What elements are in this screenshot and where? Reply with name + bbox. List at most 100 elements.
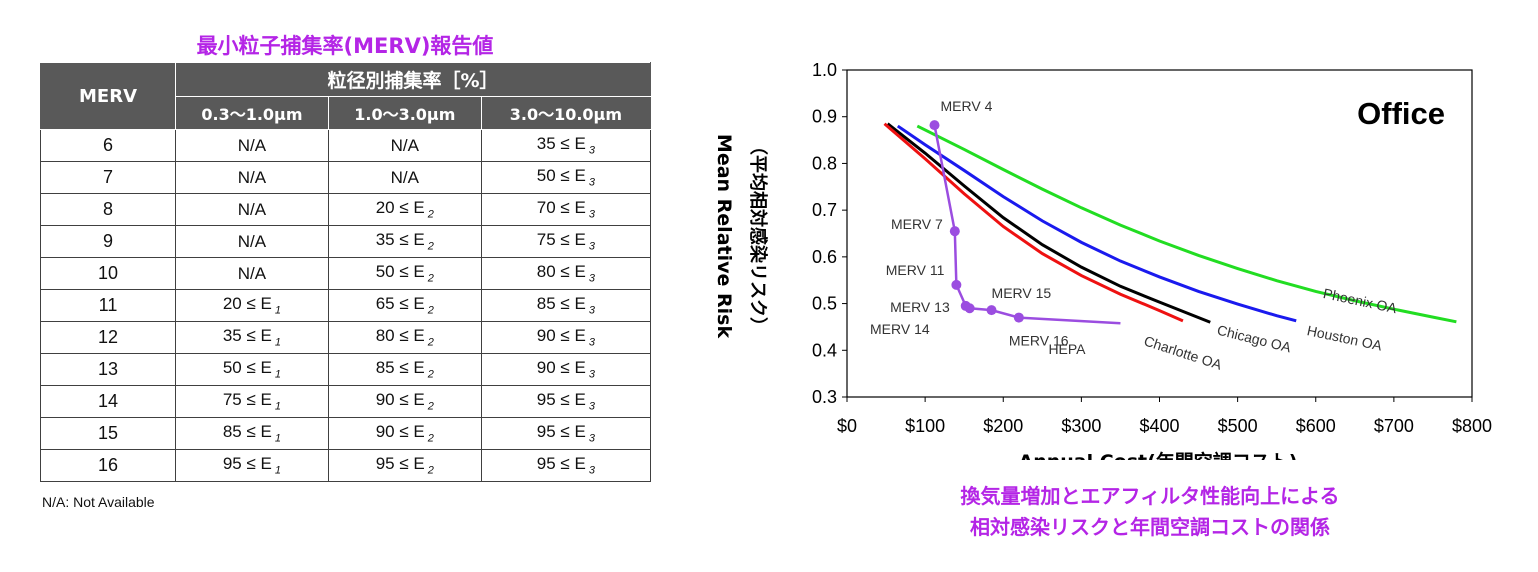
x-tick-label: $300 <box>1061 416 1101 436</box>
x-axis-label: Annual Cost(年間空調コスト) <box>1019 450 1298 460</box>
merv-value: 13 <box>40 353 176 386</box>
efficiency-cell-e2: 80 ≤ E 2 <box>327 321 482 354</box>
efficiency-cell-e2: 20 ≤ E 2 <box>327 193 482 226</box>
caption-line-1: 換気量増加とエアフィルタ性能向上による <box>960 484 1340 508</box>
efficiency-cell-e3: 90 ≤ E 3 <box>480 353 652 386</box>
y-axis-label-jp: （平均相対感染リスク） <box>747 137 769 335</box>
relative-risk-chart: 0.3 0.4 0.5 0.6 0.7 0.8 0.9 1.0 $0 $100 $200 $300 $4… <box>713 60 1492 460</box>
filter-point-label: MERV 14 <box>870 321 930 337</box>
merv-value: 16 <box>40 449 176 482</box>
series-line-charlotte-oa <box>883 122 1184 323</box>
efficiency-cell-e1: N/A <box>175 129 329 162</box>
y-tick-label: 0.7 <box>812 200 837 220</box>
merv-value: 12 <box>40 321 176 354</box>
table-row: 9 N/A 35 ≤ E 2 75 ≤ E 3 <box>40 225 652 258</box>
merv-value: 8 <box>40 193 176 226</box>
series-line-houston-oa <box>896 124 1297 323</box>
merv-value: 6 <box>40 129 176 162</box>
efficiency-cell-e2: 95 ≤ E 2 <box>327 449 482 482</box>
efficiency-cell-e3: 90 ≤ E 3 <box>480 321 652 354</box>
table-note: N/A: Not Available <box>42 494 155 510</box>
table-row: 14 75 ≤ E 1 90 ≤ E 2 95 ≤ E 3 <box>40 385 652 418</box>
filter-point <box>949 226 960 237</box>
efficiency-cell-e1: N/A <box>175 257 329 290</box>
series-label: Chicago OA <box>1216 322 1294 356</box>
y-tick-label: 1.0 <box>812 60 837 80</box>
efficiency-cell-e2: 65 ≤ E 2 <box>327 289 482 322</box>
filter-point <box>964 303 975 314</box>
efficiency-cell-e2: 35 ≤ E 2 <box>327 225 482 258</box>
size-header-e3: 3.0〜10.0μm <box>480 96 652 130</box>
table-row: 15 85 ≤ E 1 90 ≤ E 2 95 ≤ E 3 <box>40 417 652 450</box>
efficiency-cell-e3: 75 ≤ E 3 <box>480 225 652 258</box>
y-tick-label: 0.3 <box>812 387 837 407</box>
series-label: Charlotte OA <box>1142 332 1225 372</box>
table-row: 10 N/A 50 ≤ E 2 80 ≤ E 3 <box>40 257 652 290</box>
filter-point-label: MERV 4 <box>941 98 993 114</box>
x-tick-label: $400 <box>1139 416 1179 436</box>
efficiency-cell-e2: N/A <box>327 129 482 162</box>
filter-point-label: MERV 16 <box>1009 333 1069 349</box>
series-label: Houston OA <box>1306 322 1385 354</box>
efficiency-cell-e2: 90 ≤ E 2 <box>327 385 482 418</box>
efficiency-cell-e3: 85 ≤ E 3 <box>480 289 652 322</box>
efficiency-cell-e3: 70 ≤ E 3 <box>480 193 652 226</box>
series-line-chicago-oa <box>886 122 1211 324</box>
filter-point <box>951 279 962 290</box>
merv-table-body: 6 N/A N/A 35 ≤ E 3 7 N/A N/A 50 ≤ E 3 8 N/A 20 ≤ E… <box>40 129 652 482</box>
filter-point-label: MERV 15 <box>992 285 1052 301</box>
efficiency-cell-e1: 20 ≤ E 1 <box>175 289 329 322</box>
table-row: 16 95 ≤ E 1 95 ≤ E 2 95 ≤ E 3 <box>40 449 652 482</box>
merv-value: 9 <box>40 225 176 258</box>
filter-point <box>1013 312 1024 323</box>
efficiency-cell-e2: 90 ≤ E 2 <box>327 417 482 450</box>
filter-point <box>986 305 997 316</box>
y-tick-label: 0.6 <box>812 247 837 267</box>
efficiency-cell-e1: 95 ≤ E 1 <box>175 449 329 482</box>
table-row: 6 N/A N/A 35 ≤ E 3 <box>40 129 652 162</box>
efficiency-cell-e1: 50 ≤ E 1 <box>175 353 329 386</box>
merv-value: 10 <box>40 257 176 290</box>
efficiency-cell-e3: 80 ≤ E 3 <box>480 257 652 290</box>
merv-value: 15 <box>40 417 176 450</box>
x-tick-label: $0 <box>837 416 857 436</box>
y-tick-label: 0.8 <box>812 153 837 173</box>
size-header-e1: 0.3〜1.0μm <box>175 96 329 130</box>
y-axis-label: Mean Relative Risk <box>713 134 735 339</box>
table-row: 11 20 ≤ E 1 65 ≤ E 2 85 ≤ E 3 <box>40 289 652 322</box>
filter-point <box>929 120 940 131</box>
efficiency-cell-e1: 75 ≤ E 1 <box>175 385 329 418</box>
series-line-phoenix-oa <box>916 124 1457 324</box>
efficiency-cell-e2: 85 ≤ E 2 <box>327 353 482 386</box>
filter-point-label: MERV 11 <box>886 262 945 278</box>
y-tick-label: 0.5 <box>812 294 837 314</box>
efficiency-cell-e3: 35 ≤ E 3 <box>480 129 652 162</box>
efficiency-cell-e3: 95 ≤ E 3 <box>480 417 652 450</box>
efficiency-cell-e1: N/A <box>175 161 329 194</box>
table-row: 12 35 ≤ E 1 80 ≤ E 2 90 ≤ E 3 <box>40 321 652 354</box>
y-tick-label: 0.4 <box>812 340 837 360</box>
y-tick-label: 0.9 <box>812 107 837 127</box>
size-header-e2: 1.0〜3.0μm <box>327 96 482 130</box>
merv-value: 7 <box>40 161 176 194</box>
efficiency-cell-e1: 85 ≤ E 1 <box>175 417 329 450</box>
table-row: 13 50 ≤ E 1 85 ≤ E 2 90 ≤ E 3 <box>40 353 652 386</box>
chart-title: Office <box>1357 96 1445 131</box>
filter-point-label: MERV 13 <box>890 299 950 315</box>
merv-value: 14 <box>40 385 176 418</box>
efficiency-cell-e2: 50 ≤ E 2 <box>327 257 482 290</box>
x-tick-label: $500 <box>1218 416 1258 436</box>
caption-line-2: 相対感染リスクと年間空調コストの関係 <box>970 515 1330 539</box>
merv-column-header: MERV <box>40 62 176 130</box>
efficiency-cell-e3: 95 ≤ E 3 <box>480 385 652 418</box>
efficiency-cell-e3: 50 ≤ E 3 <box>480 161 652 194</box>
merv-table: MERV 粒径別捕集率［%］ 0.3〜1.0μm 1.0〜3.0μm 3.0〜1… <box>40 62 652 482</box>
efficiency-cell-e1: N/A <box>175 225 329 258</box>
efficiency-cell-e2: N/A <box>327 161 482 194</box>
series-label: Phoenix OA <box>1322 285 1399 316</box>
table-title: 最小粒子捕集率(MERV)報告値 <box>196 34 494 58</box>
efficiency-cell-e3: 95 ≤ E 3 <box>480 449 652 482</box>
x-tick-label: $100 <box>905 416 945 436</box>
filter-point-label: MERV 7 <box>891 216 943 232</box>
efficiency-cell-e1: 35 ≤ E 1 <box>175 321 329 354</box>
